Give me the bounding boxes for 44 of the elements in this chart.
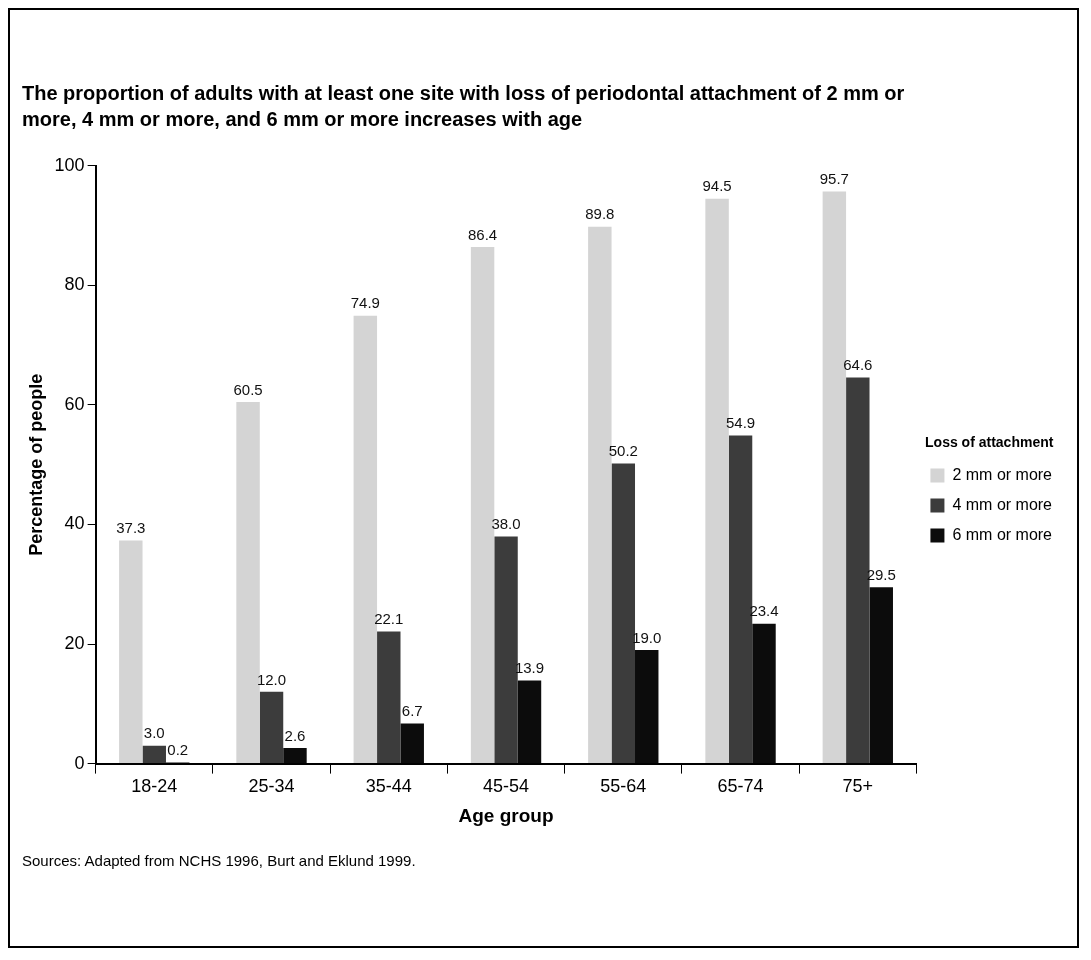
data-label: 95.7 (819, 170, 849, 188)
x-tick-label: 75+ (842, 776, 874, 797)
data-label: 94.5 (702, 177, 732, 195)
data-label: 74.9 (350, 294, 380, 312)
data-label: 2.6 (284, 726, 306, 744)
data-label: 89.8 (585, 205, 615, 223)
bar (236, 401, 260, 764)
data-label: 64.6 (843, 356, 873, 374)
x-tick-label: 18-24 (131, 776, 178, 797)
x-tick-label: 65-74 (717, 776, 764, 797)
legend-label: 6 mm or more (952, 525, 1053, 543)
legend-label: 4 mm or more (952, 495, 1053, 513)
y-tick-label: 20 (64, 633, 85, 654)
data-label: 38.0 (491, 515, 521, 533)
data-label: 60.5 (233, 380, 263, 398)
data-label: 0.2 (167, 741, 189, 759)
y-tick-label: 0 (74, 752, 85, 773)
data-label: 54.9 (725, 414, 756, 432)
data-label: 22.1 (374, 610, 404, 628)
bar (142, 745, 166, 764)
data-label: 12.0 (256, 670, 287, 688)
bar (259, 691, 284, 764)
data-label: 37.3 (116, 519, 146, 537)
legend-title: Loss of attachment (925, 434, 1054, 451)
y-tick-label: 80 (64, 274, 85, 295)
y-tick-label: 40 (64, 513, 85, 534)
source-note: Sources: Adapted from NCHS 1996, Burt and Eklund 1999. (22, 852, 417, 869)
data-label: 6.7 (401, 702, 423, 720)
x-tick-label: 25-34 (248, 776, 295, 797)
chart-title: The proportion of adults with at least one site with loss of periodontal attachment of 2 mm or more, 4 mm or more, and 6 mm or more increases with age (22, 81, 906, 132)
x-axis-title: Age group (458, 804, 554, 826)
y-axis-title: Percentage of people (25, 373, 46, 556)
data-label: 3.0 (143, 724, 165, 742)
y-tick-label: 100 (54, 154, 85, 175)
bar (119, 540, 143, 764)
data-label: 50.2 (608, 442, 638, 460)
bar (377, 631, 401, 764)
legend-label: 2 mm or more (952, 465, 1053, 483)
data-label: 86.4 (467, 225, 498, 243)
x-tick-label: 35-44 (365, 776, 412, 797)
y-tick-label: 60 (64, 393, 85, 414)
bar (494, 536, 518, 764)
x-tick-label: 45-54 (483, 776, 530, 797)
x-tick-label: 55-64 (600, 776, 647, 797)
